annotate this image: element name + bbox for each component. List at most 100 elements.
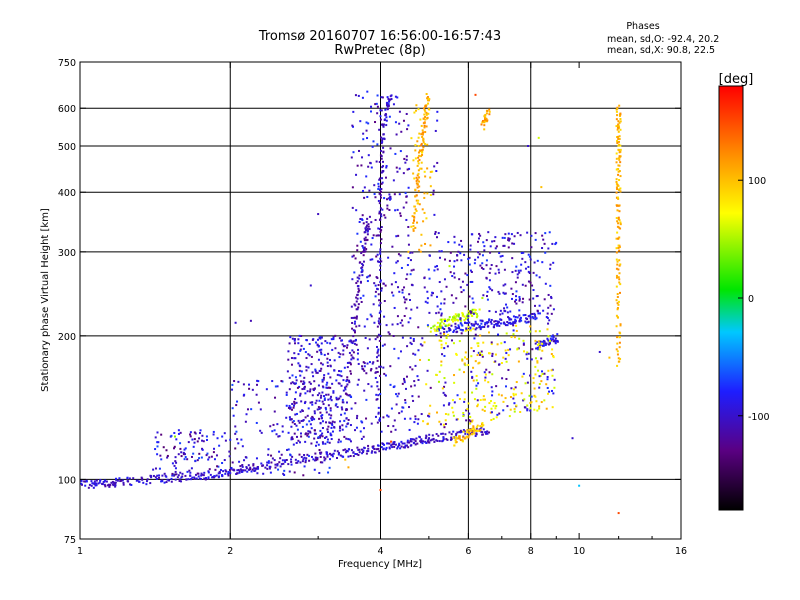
echo-point [380,289,383,292]
trace-point [356,446,359,449]
echo-point [514,318,517,321]
trace-point [313,459,316,462]
echo-point [480,266,483,269]
echo-point [527,321,530,324]
trace-point [378,311,381,314]
trace-point [109,483,112,486]
echo-point [189,431,192,434]
echo-point [183,448,186,451]
echo-point [524,284,527,287]
echo-point [459,252,462,255]
echo-point [482,398,485,401]
trace-point [514,316,517,319]
trace-point [427,112,430,115]
echo-point [205,454,208,457]
echo-point [295,424,298,427]
echo-point [494,310,497,313]
echo-point [170,434,173,437]
echo-point [520,263,523,266]
echo-point [421,337,424,340]
trace-point [103,483,106,486]
echo-point [481,408,484,411]
trace-point [617,130,620,133]
trace-point [616,295,619,298]
echo-point [196,440,199,443]
trace-point [414,195,417,198]
echo-point [192,452,195,455]
echo-point [383,300,386,303]
trace-point [350,341,353,344]
echo-point [317,358,320,361]
trace-point [377,284,380,287]
echo-point [552,340,555,343]
echo-point [322,376,325,379]
echo-point [198,457,201,460]
trace-point [377,394,380,397]
echo-point [321,400,324,403]
echo-point [433,269,436,272]
echo-point [551,348,554,351]
trace-point [484,120,487,123]
trace-point [615,237,618,240]
trace-point [150,476,153,479]
echo-point [528,272,531,275]
echo-point [499,313,502,316]
trace-point [360,448,363,451]
echo-point [329,417,332,420]
echo-point [173,447,176,450]
echo-point [216,465,219,468]
echo-point [413,111,416,114]
trace-point [331,455,334,458]
echo-point [435,312,438,315]
trace-point [618,336,621,339]
echo-point [532,271,535,274]
echo-point [320,417,323,420]
echo-point [464,351,467,354]
echo-point [398,412,401,415]
trace-point [537,348,540,351]
echo-point [440,343,443,346]
echo-point [212,430,215,433]
echo-point [540,380,543,383]
echo-point [440,339,443,342]
echo-point [466,283,469,286]
trace-point [452,320,455,323]
echo-point [309,388,312,391]
echo-point [341,424,344,427]
echo-point [293,402,296,405]
trace-point [367,444,370,447]
echo-point [547,247,550,250]
trace-point [416,178,419,181]
trace-point [227,472,230,475]
echo-point [507,368,510,371]
echo-point [435,170,438,173]
trace-point [364,236,367,239]
echo-point [303,387,306,390]
trace-point [456,431,459,434]
trace-point [336,450,339,453]
echo-point [467,318,470,321]
echo-point [221,462,224,465]
echo-point [329,364,332,367]
trace-point [103,480,106,483]
echo-point [401,336,404,339]
echo-point [532,377,535,380]
trace-point [441,318,444,321]
echo-point [547,369,550,372]
echo-point [446,345,449,348]
echo-point [505,332,508,335]
echo-point [362,138,365,141]
echo-point [417,378,420,381]
echo-point [490,411,493,414]
trace-point [348,379,351,382]
trace-point [90,480,93,483]
trace-point [448,316,451,319]
trace-point [356,293,359,296]
echo-point [208,468,211,471]
trace-point [114,482,117,485]
trace-point [413,438,416,441]
echo-point [363,365,366,368]
echo-point [489,245,492,248]
echo-point [445,285,448,288]
trace-point [376,336,379,339]
